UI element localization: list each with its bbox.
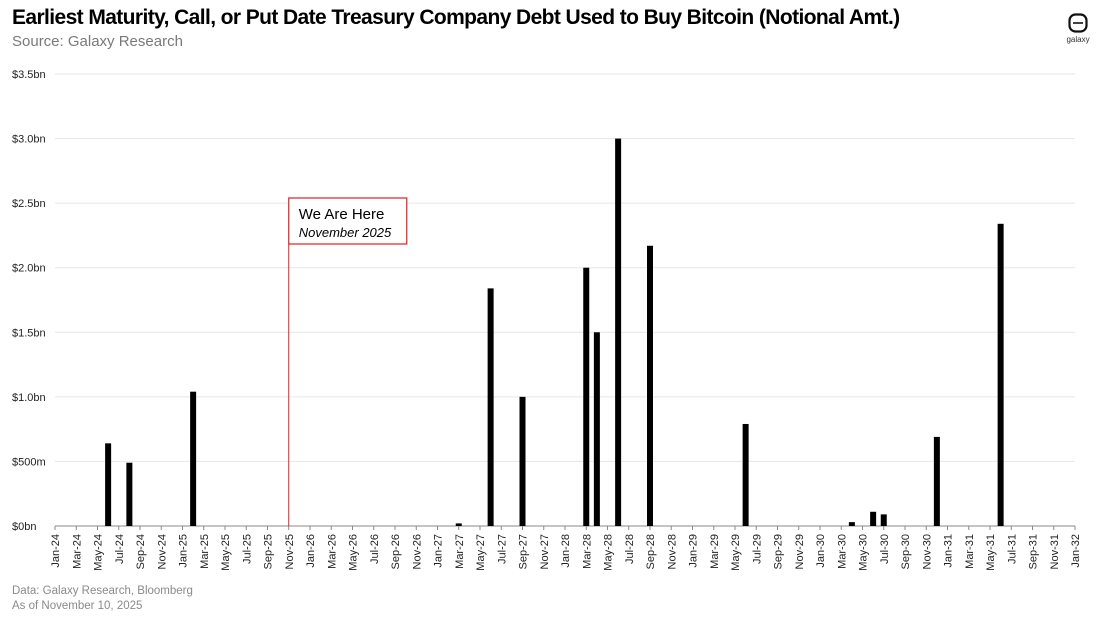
x-tick-label: Mar-26: [326, 534, 338, 569]
bar: [997, 223, 1004, 526]
galaxy-logo-text: galaxy: [1066, 35, 1090, 44]
y-tick-label: $1.5bn: [12, 327, 46, 339]
x-tick-label: Nov-28: [666, 534, 678, 569]
x-tick-label: Jul-29: [751, 534, 763, 564]
footer-as-of: As of November 10, 2025: [12, 600, 143, 612]
x-tick-label: Nov-24: [156, 534, 168, 569]
bar: [105, 443, 112, 526]
bar: [933, 436, 940, 526]
annotation-box: [288, 197, 408, 245]
y-axis: $0bn $500m $1.0bn $1.5bn $2.0bn $2.5bn $3.0bn $…: [12, 69, 46, 533]
x-tick-label: Jul-30: [879, 534, 891, 564]
x-tick-label: Nov-25: [284, 534, 296, 569]
x-tick-label: Jul-27: [496, 534, 508, 564]
x-tick-label: Jan-27: [433, 534, 445, 568]
x-tick-label: Jul-25: [241, 534, 253, 564]
x-tick-label: May-27: [475, 534, 487, 571]
x-tick-label: Jul-31: [1006, 534, 1018, 564]
x-tick-label: May-29: [730, 534, 742, 571]
x-tick-label: Jul-28: [624, 534, 636, 564]
x-tick-label: Jul-26: [369, 534, 381, 564]
x-tick-label: Jan-26: [305, 534, 317, 568]
x-tick-label: Jan-30: [815, 534, 827, 568]
x-tick-label: Nov-31: [1049, 534, 1061, 569]
bars: [105, 138, 1004, 527]
x-tick-label: Mar-24: [71, 534, 83, 569]
x-tick-label: Mar-31: [964, 534, 976, 569]
x-tick-label: Nov-26: [411, 534, 423, 569]
x-tick-label: Mar-30: [836, 534, 848, 569]
bar: [593, 332, 600, 526]
x-tick-label: Jan-29: [688, 534, 700, 568]
bar: [487, 288, 494, 526]
bar: [870, 511, 877, 526]
y-tick-label: $3.5bn: [12, 69, 46, 81]
x-tick-label: May-30: [858, 534, 870, 571]
x-tick-label: Jan-28: [560, 534, 572, 568]
x-tick-label: Jan-31: [943, 534, 955, 568]
grid-lines: [55, 73, 1075, 462]
bar: [880, 514, 887, 526]
galaxy-logo: galaxy: [1064, 12, 1092, 44]
x-tick-label: Jan-25: [178, 534, 190, 568]
annotation-title: We Are Here: [299, 206, 385, 223]
footer-data-source: Data: Galaxy Research, Bloomberg: [12, 585, 193, 597]
chart-subtitle: Source: Galaxy Research: [12, 33, 183, 50]
x-tick-label: May-31: [985, 534, 997, 571]
bar: [190, 391, 197, 526]
y-tick-label: $0bn: [12, 521, 36, 533]
bar: [742, 423, 749, 526]
x-tick-label: Sep-29: [773, 534, 785, 569]
bar: [647, 245, 653, 526]
x-tick-label: Sep-28: [645, 534, 657, 569]
x-tick-label: Sep-31: [1028, 534, 1040, 569]
x-tick-label: May-26: [348, 534, 360, 571]
annotation-subtitle: November 2025: [299, 225, 392, 240]
bar: [455, 523, 462, 526]
bar: [848, 522, 855, 526]
x-tick-label: Jul-24: [114, 534, 126, 564]
chart-footer: Data: Galaxy Research, Bloomberg As of N…: [12, 584, 193, 614]
x-tick-label: Sep-26: [390, 534, 402, 569]
y-tick-label: $2.0bn: [12, 263, 46, 275]
x-tick-label: Sep-27: [518, 534, 530, 569]
x-tick-label: Jan-32: [1070, 534, 1082, 568]
x-tick-label: Sep-30: [900, 534, 912, 569]
annotation: We Are Here November 2025: [288, 197, 408, 526]
bar: [615, 138, 622, 527]
x-axis: Jan-24 Mar-24 May-24 Jul-24 Sep-24 Nov-24 Jan-…: [50, 525, 1082, 571]
x-tick-label: Mar-29: [709, 534, 721, 569]
x-tick-label: May-28: [603, 534, 615, 571]
galaxy-logo-icon: [1068, 13, 1088, 33]
x-tick-label: May-25: [220, 534, 232, 571]
x-tick-label: Nov-30: [921, 534, 933, 569]
bar: [126, 462, 133, 526]
x-tick-label: Sep-24: [135, 534, 147, 569]
y-tick-label: $2.5bn: [12, 198, 46, 210]
chart-title: Earliest Maturity, Call, or Put Date Tre…: [12, 6, 900, 29]
x-tick-label: Mar-25: [199, 534, 211, 569]
y-tick-label: $500m: [12, 456, 46, 468]
x-tick-label: Nov-27: [539, 534, 551, 569]
x-tick-label: Nov-29: [794, 534, 806, 569]
bar: [583, 267, 590, 526]
bar: [519, 396, 526, 526]
x-tick-label: Sep-25: [263, 534, 275, 569]
y-tick-label: $1.0bn: [12, 392, 46, 404]
x-tick-label: Mar-28: [581, 534, 593, 569]
x-tick-label: May-24: [93, 534, 105, 571]
x-tick-label: Mar-27: [454, 534, 466, 569]
x-tick-label: Jan-24: [50, 534, 62, 568]
y-tick-label: $3.0bn: [12, 134, 46, 146]
